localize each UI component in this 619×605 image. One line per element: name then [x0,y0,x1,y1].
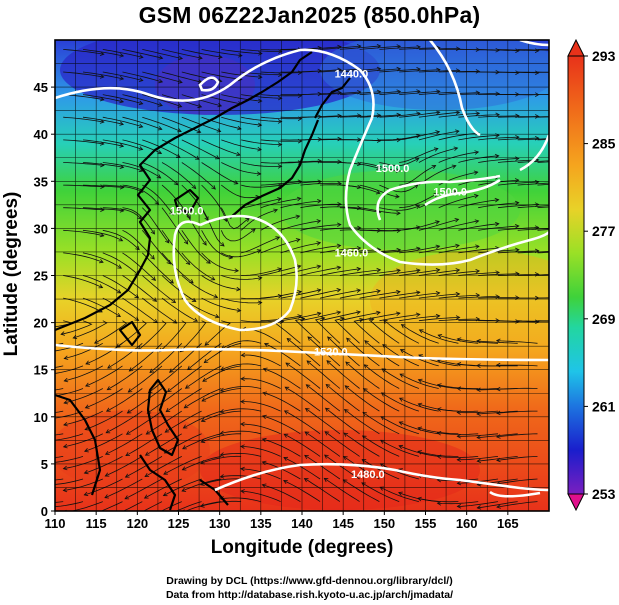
contour-label: 1500.0 [376,163,410,175]
contour-label: 1480.0 [351,469,385,481]
colorbar-tick-label: 253 [592,486,616,502]
y-axis-ticks: 0 5 10 15 20 25 30 35 40 45 [34,80,55,519]
colorbar: 293 285 277 269 261 253 [567,38,616,512]
contour-label: 1460.0 [335,248,369,260]
credit-drawing: Drawing by DCL (https://www.gfd-dennou.o… [166,575,453,587]
x-tick-label: 135 [250,516,272,531]
colorbar-bottom-arrow [567,493,585,512]
colorbar-top-arrow [567,38,585,57]
y-axis-label: Latitude (degrees) [1,191,22,357]
x-tick-label: 160 [456,516,478,531]
x-tick-label: 130 [209,516,231,531]
y-tick-label: 0 [41,504,48,519]
lat-lon-grid [54,39,550,512]
x-tick-label: 110 [45,516,66,531]
y-tick-label: 20 [34,316,48,331]
wind-streamlines [55,44,549,511]
colorbar-tick-label: 293 [592,48,616,64]
page-title: GSM 06Z22Jan2025 (850.0hPa) [138,2,481,28]
y-tick-label: 10 [34,410,48,425]
x-tick-label: 155 [415,516,437,531]
x-axis-label: Longitude (degrees) [210,537,394,558]
contour-label: 1520.0 [314,347,348,359]
contour-label: 1500.0 [170,205,204,217]
colorbar-tick-label: 261 [592,398,616,414]
y-tick-label: 15 [34,363,48,378]
x-tick-label: 165 [497,516,519,531]
coastlines [55,51,351,511]
colorbar-tick-label: 277 [592,223,616,239]
x-tick-label: 125 [168,516,190,531]
colorbar-tick-label: 269 [592,311,616,327]
x-tick-label: 150 [373,516,395,531]
x-tick-label: 115 [86,516,107,531]
y-tick-label: 30 [34,221,48,236]
temperature-field [55,40,549,511]
y-tick-label: 40 [34,127,48,142]
x-tick-label: 120 [126,516,148,531]
contour-label: 1440.0 [335,69,369,81]
x-tick-label: 140 [291,516,313,531]
x-axis-ticks: 110 115 120 125 130 135 140 145 150 155 160 165 [45,511,519,531]
contour-labels: 1440.0 1500.0 1500.0 1500.0 1460.0 1520.0 1480… [170,69,467,481]
colorbar-ticks: 293 285 277 269 261 253 [584,48,616,502]
contour-label: 1500.0 [433,186,467,198]
height-contours [55,40,549,498]
y-tick-label: 45 [34,80,48,95]
credit-data-source: Data from http://database.rish.kyoto-u.a… [165,589,454,601]
colorbar-tick-label: 285 [592,136,616,152]
y-tick-label: 25 [34,269,48,284]
y-tick-label: 35 [34,174,48,189]
y-tick-label: 5 [41,457,48,472]
x-tick-label: 145 [332,516,354,531]
colorbar-scale [567,55,585,495]
